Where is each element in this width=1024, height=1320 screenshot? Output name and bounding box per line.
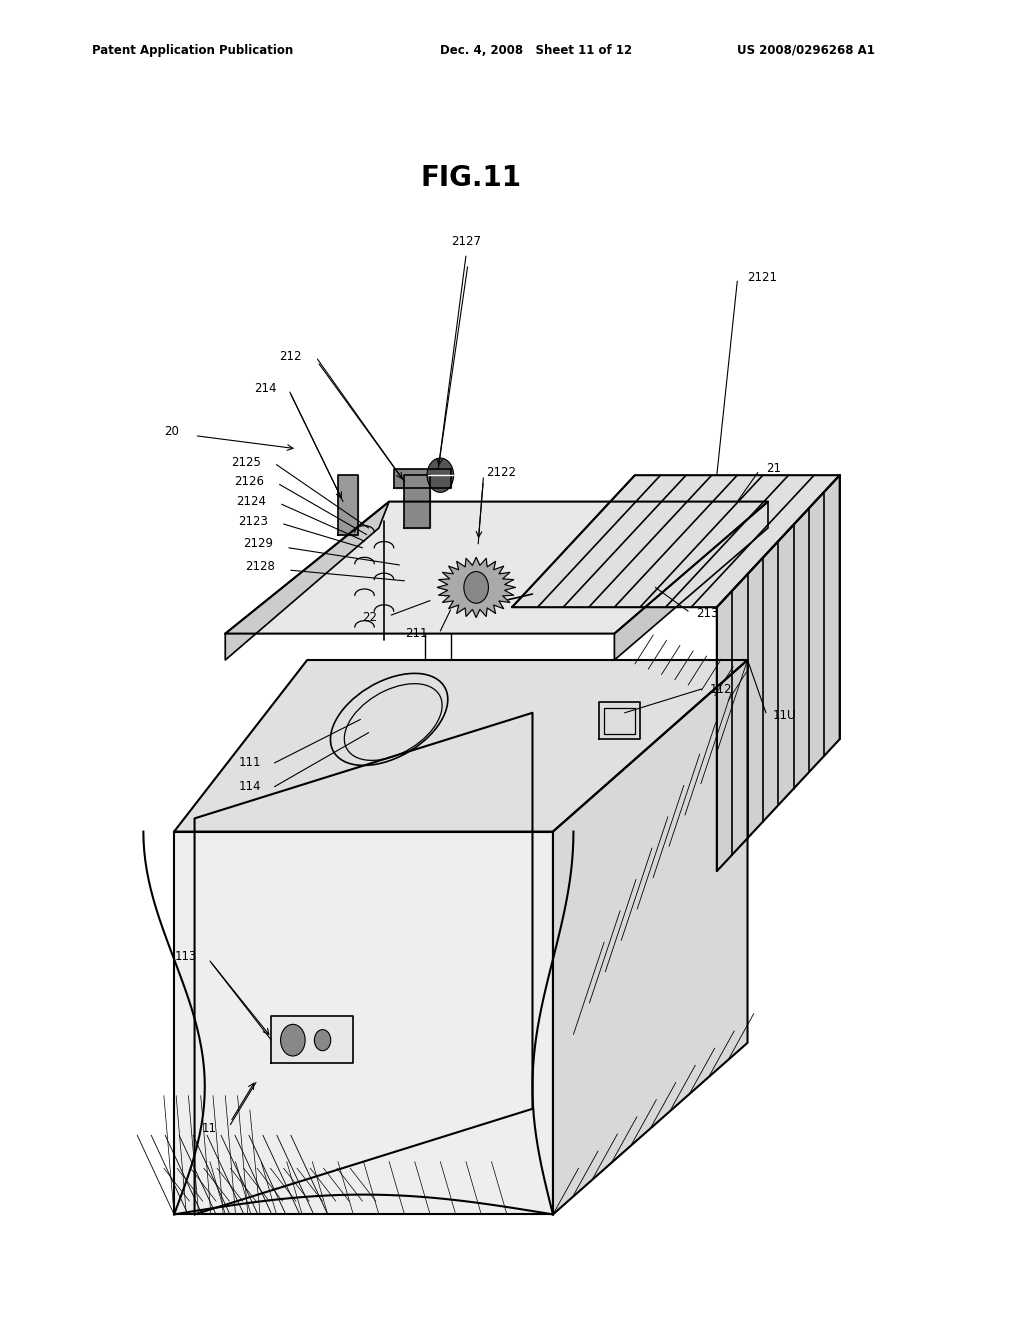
Text: 22: 22 xyxy=(361,611,377,624)
Text: 2126: 2126 xyxy=(234,475,264,488)
Polygon shape xyxy=(174,660,748,832)
Text: 2121: 2121 xyxy=(748,271,777,284)
Text: 2125: 2125 xyxy=(231,455,261,469)
Polygon shape xyxy=(614,502,768,660)
Text: 213: 213 xyxy=(696,607,719,620)
Text: 2122: 2122 xyxy=(486,466,516,479)
Text: 114: 114 xyxy=(239,780,261,793)
Text: 20: 20 xyxy=(164,425,179,438)
Text: 2124: 2124 xyxy=(237,495,266,508)
Text: US 2008/0296268 A1: US 2008/0296268 A1 xyxy=(737,44,876,57)
Polygon shape xyxy=(394,469,451,488)
Polygon shape xyxy=(599,702,640,739)
Polygon shape xyxy=(404,475,430,528)
Polygon shape xyxy=(225,502,389,660)
Text: 2129: 2129 xyxy=(244,537,273,550)
Circle shape xyxy=(281,1024,305,1056)
Polygon shape xyxy=(271,1016,353,1063)
Text: 21: 21 xyxy=(766,462,781,475)
Polygon shape xyxy=(338,475,358,535)
Text: 113: 113 xyxy=(174,950,197,964)
Text: 11: 11 xyxy=(202,1122,217,1135)
Polygon shape xyxy=(512,475,840,607)
Polygon shape xyxy=(553,660,748,1214)
Polygon shape xyxy=(174,832,553,1214)
Text: 2123: 2123 xyxy=(239,515,268,528)
Circle shape xyxy=(314,1030,331,1051)
Polygon shape xyxy=(437,557,515,618)
Text: 211: 211 xyxy=(406,627,428,640)
Circle shape xyxy=(427,458,454,492)
Polygon shape xyxy=(195,713,532,1214)
Text: 11U: 11U xyxy=(773,709,797,722)
Text: 2127: 2127 xyxy=(451,235,481,248)
Polygon shape xyxy=(717,475,840,871)
Text: 111: 111 xyxy=(239,756,261,770)
Text: 214: 214 xyxy=(254,381,276,395)
Text: Dec. 4, 2008   Sheet 11 of 12: Dec. 4, 2008 Sheet 11 of 12 xyxy=(440,44,633,57)
Text: 212: 212 xyxy=(280,350,302,363)
Circle shape xyxy=(464,572,488,603)
Text: FIG.11: FIG.11 xyxy=(421,164,521,193)
Polygon shape xyxy=(225,502,768,634)
Text: 112: 112 xyxy=(710,682,732,696)
Polygon shape xyxy=(445,591,497,601)
Text: Patent Application Publication: Patent Application Publication xyxy=(92,44,294,57)
Text: 2128: 2128 xyxy=(246,560,275,573)
